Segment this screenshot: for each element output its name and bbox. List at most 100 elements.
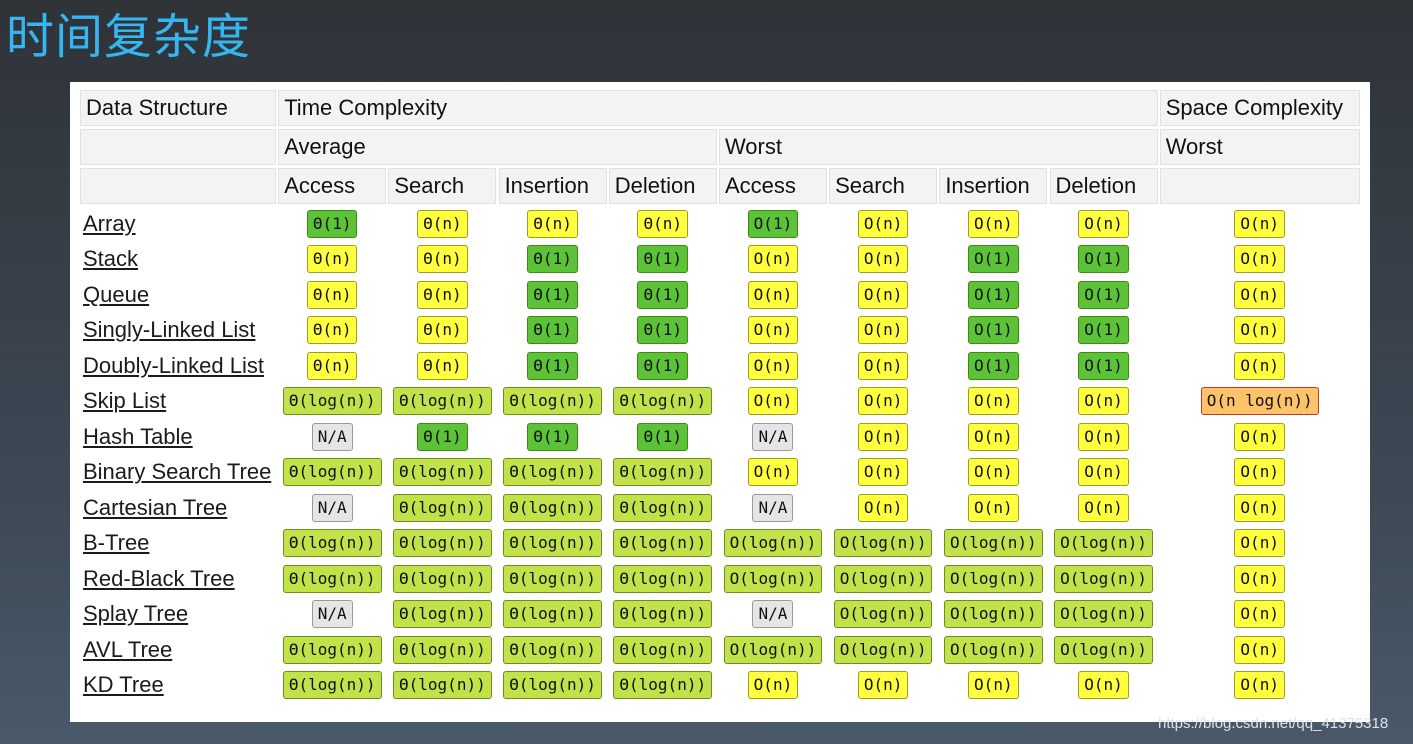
complexity-badge-yellow: O(n) xyxy=(857,209,909,238)
complexity-badge-yellow: O(n) xyxy=(1234,564,1285,593)
table-cell: Θ(n) xyxy=(388,313,496,349)
table-cell: Θ(n) xyxy=(388,242,496,278)
row-link-singly-linked-list[interactable]: Singly-Linked List xyxy=(83,317,256,343)
table-cell: Θ(log(n)) xyxy=(499,384,607,420)
complexity-badge-yellow: O(n) xyxy=(1078,387,1129,416)
complexity-badge-lime: O(log(n)) xyxy=(833,600,933,629)
table-cell: O(n) xyxy=(719,384,827,420)
complexity-badge-green: O(1) xyxy=(968,280,1019,309)
complexity-badge-yellow: O(n) xyxy=(1078,493,1129,522)
complexity-badge-yellow: O(n) xyxy=(968,458,1019,487)
table-cell: Θ(log(n)) xyxy=(278,632,386,668)
complexity-badge-yellow: O(n) xyxy=(1234,458,1285,487)
table-cell: O(log(n)) xyxy=(939,526,1047,562)
header-data-structure: Data Structure xyxy=(80,90,276,126)
complexity-badge-green: Θ(1) xyxy=(306,209,358,238)
complexity-badge-yellow: Θ(n) xyxy=(306,280,358,309)
table-cell: N/A xyxy=(719,490,827,526)
complexity-badge-lime: O(log(n)) xyxy=(943,635,1043,664)
row-link-cartesian-tree[interactable]: Cartesian Tree xyxy=(83,494,228,520)
table-cell: O(n) xyxy=(1160,597,1360,633)
header-op-search: Search xyxy=(388,168,497,204)
complexity-badge-green: Θ(1) xyxy=(417,422,468,451)
table-cell: O(n) xyxy=(829,242,937,278)
table-cell: O(n) xyxy=(829,277,937,313)
table-cell: Θ(n) xyxy=(278,277,386,313)
complexity-badge-lime: Θ(log(n)) xyxy=(282,564,382,593)
complexity-badge-yellow: O(n) xyxy=(1234,245,1285,274)
table-cell: Θ(n) xyxy=(388,277,496,313)
row-link-skip-list[interactable]: Skip List xyxy=(83,388,167,414)
table-cell: Θ(1) xyxy=(499,242,607,278)
row-link-avl-tree[interactable]: AVL Tree xyxy=(83,636,173,662)
table-cell: O(n) xyxy=(939,490,1047,526)
table-cell: O(n) xyxy=(939,384,1047,420)
row-link-hash-table[interactable]: Hash Table xyxy=(83,423,193,449)
table-cell: Θ(log(n)) xyxy=(609,668,717,704)
complexity-badge-yellow: O(n) xyxy=(857,387,909,416)
complexity-badge-lime: Θ(log(n)) xyxy=(282,529,382,558)
table-cell: N/A xyxy=(278,490,386,526)
complexity-badge-lime: Θ(log(n)) xyxy=(503,564,602,593)
row-link-splay-tree[interactable]: Splay Tree xyxy=(83,601,189,627)
complexity-badge-lime: O(log(n)) xyxy=(833,635,933,664)
complexity-badge-green: Θ(1) xyxy=(527,351,578,380)
table-cell: O(1) xyxy=(1050,348,1158,384)
table-cell: N/A xyxy=(278,597,386,633)
table-cell: Θ(log(n)) xyxy=(499,526,607,562)
table-cell: O(log(n)) xyxy=(939,561,1047,597)
complexity-badge-lime: Θ(log(n)) xyxy=(503,387,602,416)
complexity-badge-lime: Θ(log(n)) xyxy=(503,493,602,522)
table-cell: O(n) xyxy=(1160,526,1360,562)
table-cell: Θ(log(n)) xyxy=(499,632,607,668)
complexity-badge-gray: N/A xyxy=(752,600,794,629)
complexity-badge-lime: O(log(n)) xyxy=(833,564,933,593)
table-cell: O(n) xyxy=(719,668,827,704)
table-cell: O(1) xyxy=(939,348,1047,384)
complexity-badge-yellow: Θ(n) xyxy=(417,245,468,274)
table-cell: O(n) xyxy=(1160,313,1360,349)
table-cell: O(log(n)) xyxy=(939,597,1047,633)
header-average: Average xyxy=(278,129,717,165)
complexity-badge-lime: Θ(log(n)) xyxy=(503,529,602,558)
table-cell: O(n) xyxy=(829,490,937,526)
row-link-b-tree[interactable]: B-Tree xyxy=(83,530,150,556)
table-cell: O(log(n)) xyxy=(1050,632,1158,668)
row-link-kd-tree[interactable]: KD Tree xyxy=(83,672,164,698)
table-cell: O(n log(n)) xyxy=(1160,384,1360,420)
table-cell: O(n) xyxy=(1160,242,1360,278)
table-body: Array Θ(1) Θ(n) Θ(n) Θ(n) O(1) O(n) O(n) O(n) O(n… xyxy=(80,206,1360,703)
table-cell: Θ(1) xyxy=(499,313,607,349)
table-cell: Θ(1) xyxy=(609,313,717,349)
complexity-badge-yellow: O(n) xyxy=(968,422,1019,451)
complexity-badge-green: O(1) xyxy=(1078,316,1129,345)
complexity-badge-green: Θ(1) xyxy=(637,351,689,380)
watermark: https://blog.csdn.net/qq_41375318 xyxy=(1158,715,1389,732)
table-cell: O(log(n)) xyxy=(829,561,937,597)
complexity-badge-lime: O(log(n)) xyxy=(943,564,1043,593)
complexity-badge-yellow: O(n) xyxy=(857,458,909,487)
complexity-badge-lime: Θ(log(n)) xyxy=(393,529,492,558)
row-link-doubly-linked-list[interactable]: Doubly-Linked List xyxy=(83,352,264,378)
row-link-array[interactable]: Array xyxy=(83,210,136,236)
header-op-deletion: Deletion xyxy=(1049,168,1158,204)
table-cell: O(n) xyxy=(1160,348,1360,384)
complexity-badge-lime: O(log(n)) xyxy=(723,529,823,558)
complexity-badge-green: Θ(1) xyxy=(527,316,578,345)
row-link-stack[interactable]: Stack xyxy=(83,246,139,272)
table-cell: Θ(log(n)) xyxy=(388,597,496,633)
table-cell: Θ(log(n)) xyxy=(499,455,607,491)
row-link-binary-search-tree[interactable]: Binary Search Tree xyxy=(83,459,272,485)
table-cell: O(1) xyxy=(1050,277,1158,313)
complexity-badge-lime: O(log(n)) xyxy=(833,529,933,558)
table-cell: O(n) xyxy=(1160,490,1360,526)
header-empty-cell xyxy=(1159,168,1360,204)
row-link-red-black-tree[interactable]: Red-Black Tree xyxy=(83,565,235,591)
row-link-queue[interactable]: Queue xyxy=(83,281,150,307)
complexity-badge-lime: Θ(log(n)) xyxy=(393,493,492,522)
table-cell: O(n) xyxy=(1050,419,1158,455)
complexity-badge-green: Θ(1) xyxy=(527,422,578,451)
complexity-badge-lime: Θ(log(n)) xyxy=(282,387,382,416)
complexity-badge-lime: Θ(log(n)) xyxy=(613,529,713,558)
table-cell: O(n) xyxy=(829,313,937,349)
